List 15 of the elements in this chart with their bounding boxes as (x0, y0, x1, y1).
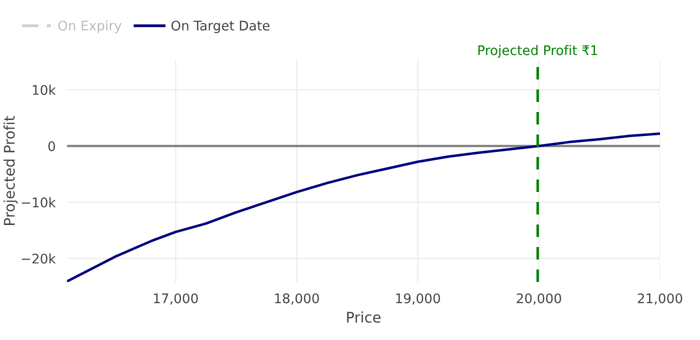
legend-label: On Target Date (171, 20, 270, 34)
y-tick-label: 10k (32, 84, 56, 95)
x-tick-label: 19,000 (396, 293, 440, 305)
x-axis-title: Price (347, 311, 381, 323)
x-tick-label: 20,000 (516, 293, 562, 305)
y-axis-title: Projected Profit (4, 116, 18, 225)
x-tick-label: 18,000 (275, 293, 319, 305)
y-tick-label: 0 (48, 141, 56, 152)
y-tick-label: −10k (22, 197, 56, 208)
legend-label: On Expiry (58, 20, 122, 34)
line-series (67, 132, 660, 282)
x-tick-label: 17,000 (154, 293, 198, 305)
x-tick-label: 21,000 (638, 293, 682, 305)
ref-line-label: Projected Profit ₹1 (478, 45, 598, 58)
y-tick-label: −20k (22, 253, 56, 264)
